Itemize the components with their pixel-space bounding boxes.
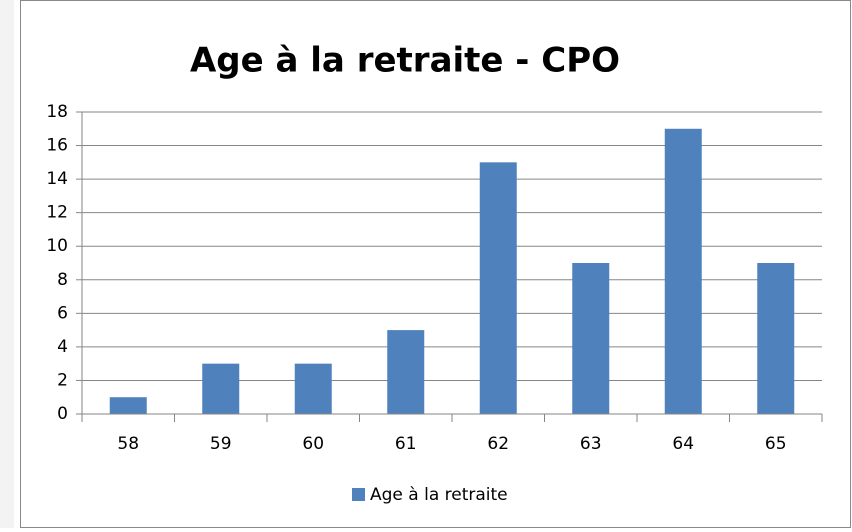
x-tick-label: 64 xyxy=(672,434,694,454)
x-tick-label: 61 xyxy=(395,434,417,454)
x-tick-label: 60 xyxy=(302,434,324,454)
x-tick-label: 58 xyxy=(117,434,139,454)
bar xyxy=(572,263,610,414)
y-tick-label: 8 xyxy=(57,270,68,290)
bar xyxy=(294,363,332,414)
y-tick-label: 18 xyxy=(46,102,68,122)
y-tick-label: 16 xyxy=(46,136,68,156)
sheet-margin xyxy=(0,0,14,528)
y-tick-label: 6 xyxy=(57,303,68,323)
x-tick-label: 65 xyxy=(765,434,787,454)
y-tick-label: 0 xyxy=(57,404,68,424)
y-tick-label: 10 xyxy=(46,236,68,256)
legend-label: Age à la retraite xyxy=(370,485,508,505)
y-tick-label: 14 xyxy=(46,169,68,189)
chart-frame xyxy=(20,0,851,528)
bar xyxy=(387,330,425,414)
legend-swatch xyxy=(352,488,365,501)
bar xyxy=(109,397,147,414)
x-tick-label: 59 xyxy=(210,434,232,454)
bar xyxy=(479,162,517,414)
y-tick-label: 4 xyxy=(57,337,68,357)
bar xyxy=(202,363,240,414)
x-tick-label: 63 xyxy=(580,434,602,454)
x-tick-label: 62 xyxy=(487,434,509,454)
y-tick-label: 2 xyxy=(57,370,68,390)
y-tick-label: 12 xyxy=(46,203,68,223)
bar xyxy=(757,263,795,414)
bar xyxy=(664,128,702,414)
chart-title: Age à la retraite - CPO xyxy=(190,41,620,81)
